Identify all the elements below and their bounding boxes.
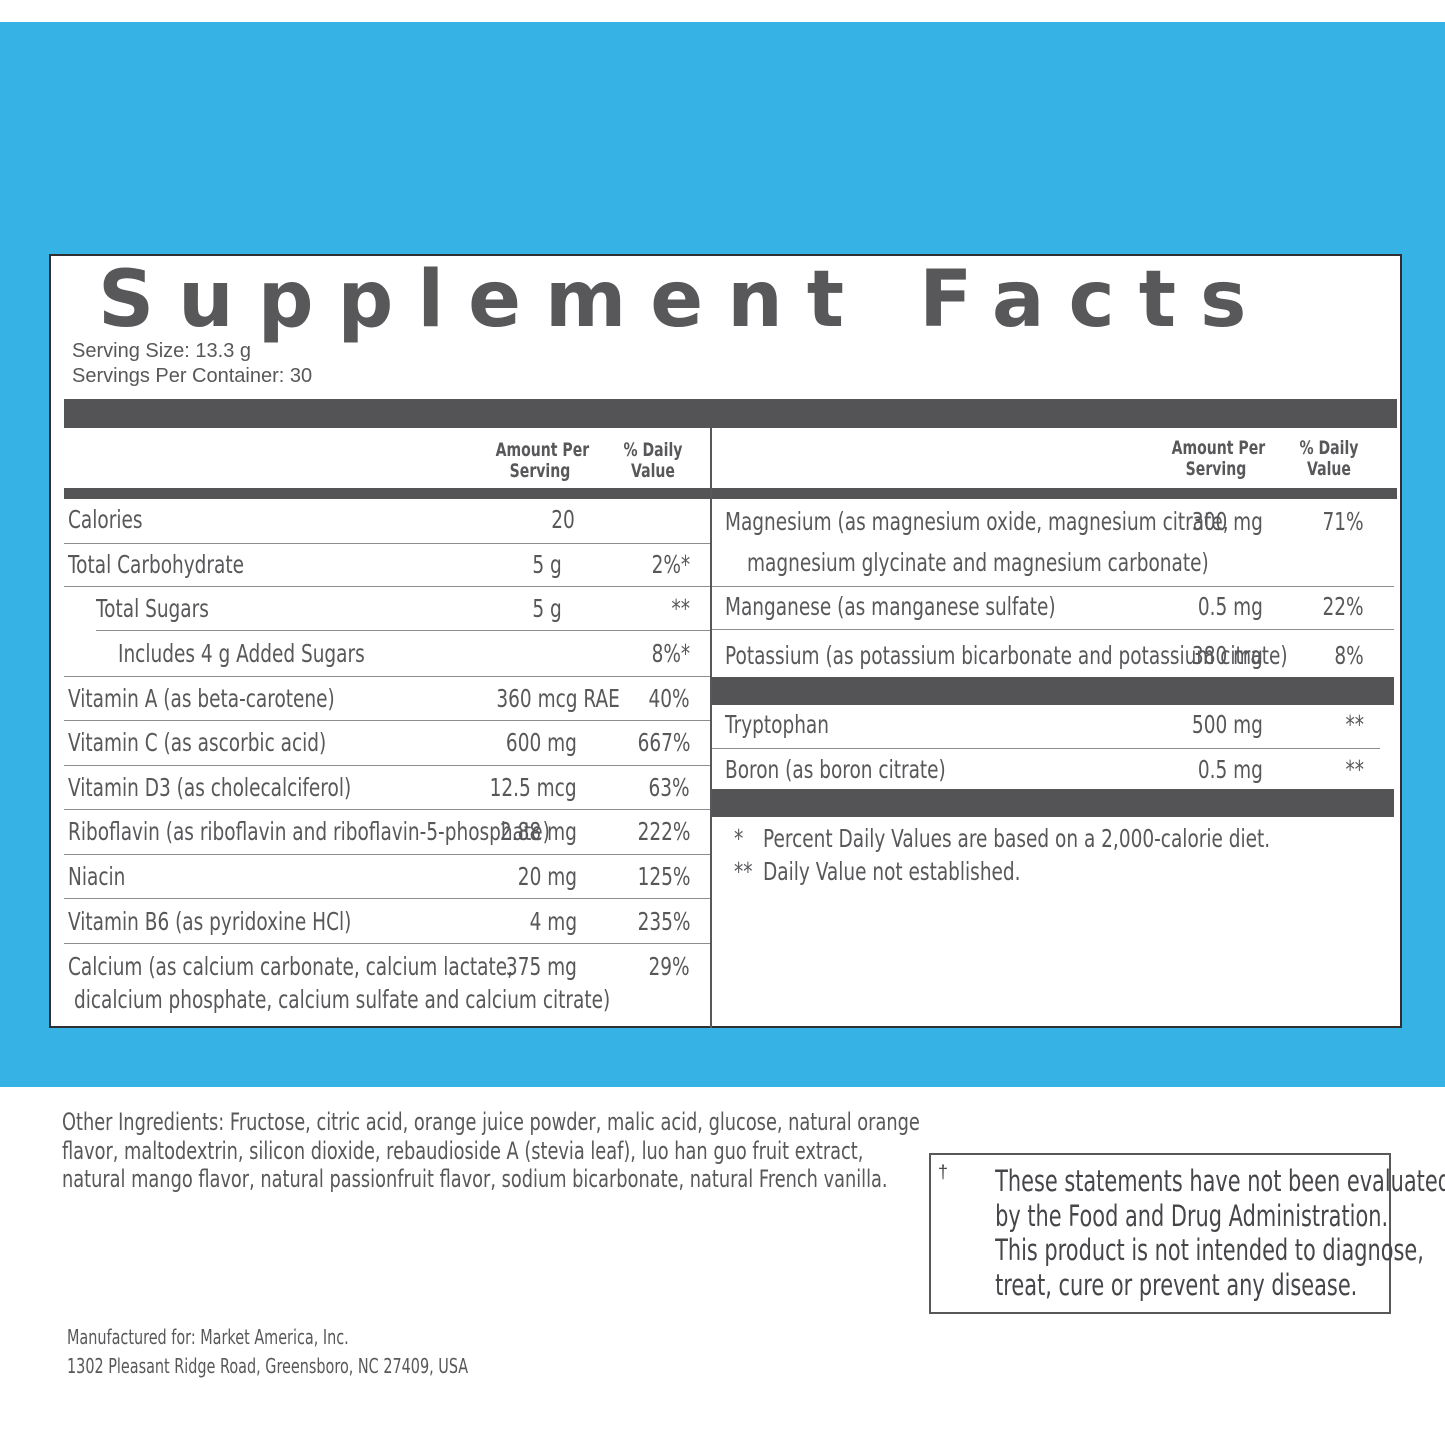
other-ingredients-line: flavor, maltodextrin, silicon dioxide, r… bbox=[62, 1136, 864, 1165]
nutrient-dv: 222% bbox=[637, 817, 690, 846]
nutrient-name: Magnesium (as magnesium oxide, magnesium… bbox=[725, 507, 1229, 536]
nutrient-dv: 29% bbox=[648, 952, 690, 981]
nutrient-dv: ** bbox=[1345, 710, 1365, 739]
footnote-2-text: Daily Value not established. bbox=[763, 857, 1021, 886]
serving-size: Serving Size: 13.3 g bbox=[72, 340, 251, 362]
row-divider bbox=[96, 630, 710, 631]
servings-per-container: Servings Per Container: 30 bbox=[72, 365, 313, 387]
nutrient-dv: 8% bbox=[1334, 641, 1364, 670]
dagger-mark: † bbox=[938, 1162, 949, 1182]
nutrient-name-continued: magnesium glycinate and magnesium carbon… bbox=[747, 548, 1209, 577]
nutrient-dv: 40% bbox=[648, 684, 690, 713]
left-amount-header: Amount Per Serving bbox=[495, 439, 590, 482]
other-ingredients-line: natural mango flavor, natural passionfru… bbox=[62, 1165, 888, 1193]
nutrient-name: Calcium (as calcium carbonate, calcium l… bbox=[68, 952, 513, 981]
nutrient-name: Vitamin A (as beta-carotene) bbox=[68, 684, 335, 713]
nutrient-name: Riboflavin (as riboflavin and riboflavin… bbox=[68, 817, 550, 846]
nutrient-name: Total Sugars bbox=[96, 594, 209, 623]
nutrient-amount: 20 bbox=[551, 505, 575, 534]
right-amount-header: Amount Per Serving bbox=[1171, 437, 1266, 480]
nutrient-dv: 235% bbox=[637, 907, 690, 936]
right-header-bar bbox=[711, 488, 1397, 499]
fda-disclaimer-box: These statements have not been evaluated… bbox=[929, 1153, 1445, 1314]
nutrient-name-continued: dicalcium phosphate, calcium sulfate and… bbox=[74, 985, 611, 1014]
column-divider bbox=[710, 428, 712, 1028]
other-ingredients: Other Ingredients: Fructose, citric acid… bbox=[62, 1108, 1102, 1194]
nutrient-amount: 5 g bbox=[532, 550, 562, 579]
row-divider bbox=[64, 676, 710, 677]
nutrient-name: Boron (as boron citrate) bbox=[725, 755, 946, 784]
row-divider bbox=[712, 629, 1394, 630]
manufacturer-name: Manufactured for: Market America, Inc. bbox=[67, 1325, 349, 1349]
nutrient-name: Manganese (as manganese sulfate) bbox=[725, 592, 1056, 621]
nutrient-dv: ** bbox=[1345, 755, 1365, 784]
nutrient-amount: 360 mcg RAE bbox=[496, 684, 620, 713]
nutrient-amount: 20 mg bbox=[517, 862, 577, 891]
nutrient-name: Vitamin B6 (as pyridoxine HCl) bbox=[68, 907, 352, 936]
nutrient-amount: 500 mg bbox=[1192, 710, 1263, 739]
nutrient-amount: 600 mg bbox=[506, 728, 577, 757]
left-dv-header: % Daily Value bbox=[623, 439, 683, 482]
nutrient-dv: 22% bbox=[1322, 592, 1364, 621]
nutrient-name: Vitamin D3 (as cholecalciferol) bbox=[68, 773, 352, 802]
nutrient-name: Total Carbohydrate bbox=[68, 550, 245, 579]
footnote-1-mark: * bbox=[734, 824, 744, 853]
row-divider bbox=[64, 854, 710, 855]
panel-title: Supplement Facts bbox=[98, 255, 1271, 345]
right-section-bar bbox=[711, 677, 1394, 705]
row-divider bbox=[64, 720, 710, 721]
footnote-1-text: Percent Daily Values are based on a 2,00… bbox=[763, 824, 1271, 853]
right-bottom-bar bbox=[711, 789, 1394, 817]
nutrient-name: Calories bbox=[68, 505, 143, 534]
top-thick-bar bbox=[64, 399, 1397, 428]
row-divider bbox=[64, 898, 710, 899]
disclaimer-line: These statements have not been evaluated bbox=[995, 1164, 1445, 1198]
nutrient-dv: 63% bbox=[648, 773, 690, 802]
row-divider bbox=[64, 586, 710, 587]
row-divider bbox=[712, 586, 1394, 587]
nutrient-amount: 380 mg bbox=[1192, 641, 1263, 670]
row-divider bbox=[712, 748, 1380, 749]
nutrient-amount: 300 mg bbox=[1192, 507, 1263, 536]
disclaimer-line: by the Food and Drug Administration. bbox=[995, 1199, 1389, 1233]
nutrient-name: Vitamin C (as ascorbic acid) bbox=[68, 728, 327, 757]
nutrient-amount: 5 g bbox=[532, 594, 562, 623]
left-header-bar bbox=[64, 488, 711, 499]
nutrient-dv: 8%* bbox=[651, 639, 690, 668]
row-divider bbox=[64, 765, 710, 766]
footnote-2-mark: ** bbox=[734, 857, 753, 886]
row-divider bbox=[64, 809, 710, 810]
nutrient-amount: 4 mg bbox=[529, 907, 577, 936]
nutrient-dv: 667% bbox=[637, 728, 690, 757]
nutrient-name: Potassium (as potassium bicarbonate and … bbox=[725, 641, 1288, 670]
nutrient-name: Includes 4 g Added Sugars bbox=[118, 639, 365, 668]
manufacturer-address: 1302 Pleasant Ridge Road, Greensboro, NC… bbox=[67, 1354, 469, 1378]
nutrient-dv: 125% bbox=[637, 862, 690, 891]
nutrient-amount: 0.5 mg bbox=[1197, 755, 1263, 784]
nutrient-name: Niacin bbox=[68, 862, 126, 891]
nutrient-name: Tryptophan bbox=[725, 710, 829, 739]
nutrient-dv: ** bbox=[671, 594, 691, 623]
nutrient-amount: 375 mg bbox=[506, 952, 577, 981]
row-divider bbox=[64, 543, 710, 544]
nutrient-amount: 12.5 mcg bbox=[489, 773, 577, 802]
nutrient-dv: 2%* bbox=[651, 550, 690, 579]
right-dv-header: % Daily Value bbox=[1299, 437, 1359, 480]
disclaimer-line: This product is not intended to diagnose… bbox=[995, 1233, 1424, 1267]
other-ingredients-line: Other Ingredients: Fructose, citric acid… bbox=[62, 1108, 920, 1136]
disclaimer-line: treat, cure or prevent any disease. bbox=[995, 1268, 1358, 1302]
nutrient-amount: 2.88 mg bbox=[500, 817, 577, 846]
nutrient-amount: 0.5 mg bbox=[1197, 592, 1263, 621]
nutrient-dv: 71% bbox=[1322, 507, 1364, 536]
row-divider bbox=[64, 943, 710, 944]
supplement-facts-panel bbox=[49, 254, 1402, 1028]
